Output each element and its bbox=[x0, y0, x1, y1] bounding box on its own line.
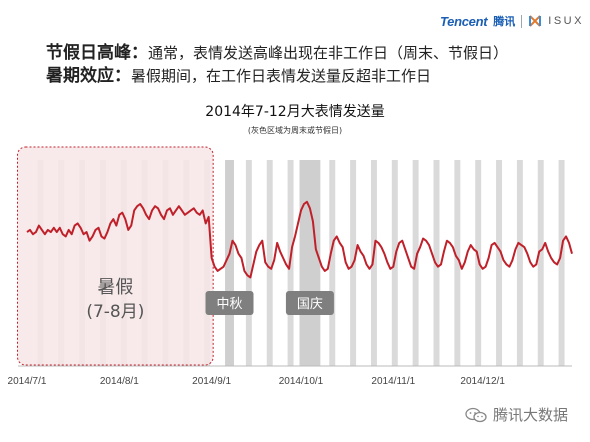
holiday-label-text: 中秋 bbox=[217, 297, 243, 312]
isux-knot-icon bbox=[529, 15, 542, 27]
holiday-label-box bbox=[285, 291, 334, 315]
holiday-label-text: 国庆 bbox=[297, 297, 323, 312]
summer-highlight-box bbox=[17, 146, 214, 366]
holiday-band bbox=[299, 160, 321, 366]
chart-title: 2014年7-12月大表情发送量 bbox=[205, 104, 385, 120]
wechat-icon bbox=[465, 407, 487, 422]
isux-logo: ISUX bbox=[548, 15, 584, 27]
headline-term-holiday: 节假日高峰： bbox=[46, 43, 148, 63]
weekend-band bbox=[329, 160, 336, 366]
summer-label-range: (7-8月) bbox=[86, 302, 144, 322]
summer-label-title: 暑假 bbox=[97, 277, 133, 298]
x-tick-label: 2014/11/1 bbox=[371, 376, 415, 387]
tencent-logo: Tencent bbox=[440, 13, 488, 29]
weekend-band bbox=[537, 160, 544, 366]
chart-subtitle: (灰色区域为周末或节假日) bbox=[247, 126, 343, 135]
weekend-band bbox=[475, 160, 482, 366]
tencent-logo-cn: 腾讯 bbox=[493, 15, 516, 28]
x-tick-label: 2014/9/1 bbox=[192, 376, 231, 387]
x-tick-label: 2014/10/1 bbox=[279, 376, 324, 387]
headline-text-summer: 暑假期间，在工作日表情发送量反超非工作日 bbox=[131, 67, 432, 85]
headline-text-holiday: 通常，表情发送高峰出现在非工作日（周末、节假日） bbox=[148, 44, 509, 62]
weekend-band bbox=[370, 160, 377, 366]
weekend-band bbox=[516, 160, 523, 366]
series-line bbox=[26, 200, 573, 279]
wechat-footer: 腾讯大数据 bbox=[465, 404, 568, 425]
weekend-band bbox=[558, 160, 565, 366]
weekend-band bbox=[454, 160, 461, 366]
x-tick-label: 2014/7/1 bbox=[8, 376, 47, 387]
headline-term-summer: 暑期效应： bbox=[46, 66, 131, 86]
weekend-band bbox=[245, 160, 252, 366]
holiday-label: 国庆 bbox=[285, 291, 334, 315]
weekend-band bbox=[266, 160, 273, 366]
holiday-label: 中秋 bbox=[205, 291, 254, 315]
holiday-label-box bbox=[205, 291, 254, 315]
logo-divider bbox=[521, 14, 523, 28]
holiday-band bbox=[225, 160, 234, 366]
brand-logos: Tencent 腾讯 ISUX bbox=[440, 13, 584, 29]
x-tick-label: 2014/8/1 bbox=[100, 376, 139, 387]
headline-summer-effect: 暑期效应：暑假期间，在工作日表情发送量反超非工作日 bbox=[46, 61, 431, 86]
weekend-band bbox=[496, 160, 503, 366]
x-tick-label: 2014/12/1 bbox=[460, 376, 505, 387]
footer-account-name: 腾讯大数据 bbox=[492, 406, 568, 424]
headline-holiday-peak: 节假日高峰：通常，表情发送高峰出现在非工作日（周末、节假日） bbox=[46, 38, 508, 63]
